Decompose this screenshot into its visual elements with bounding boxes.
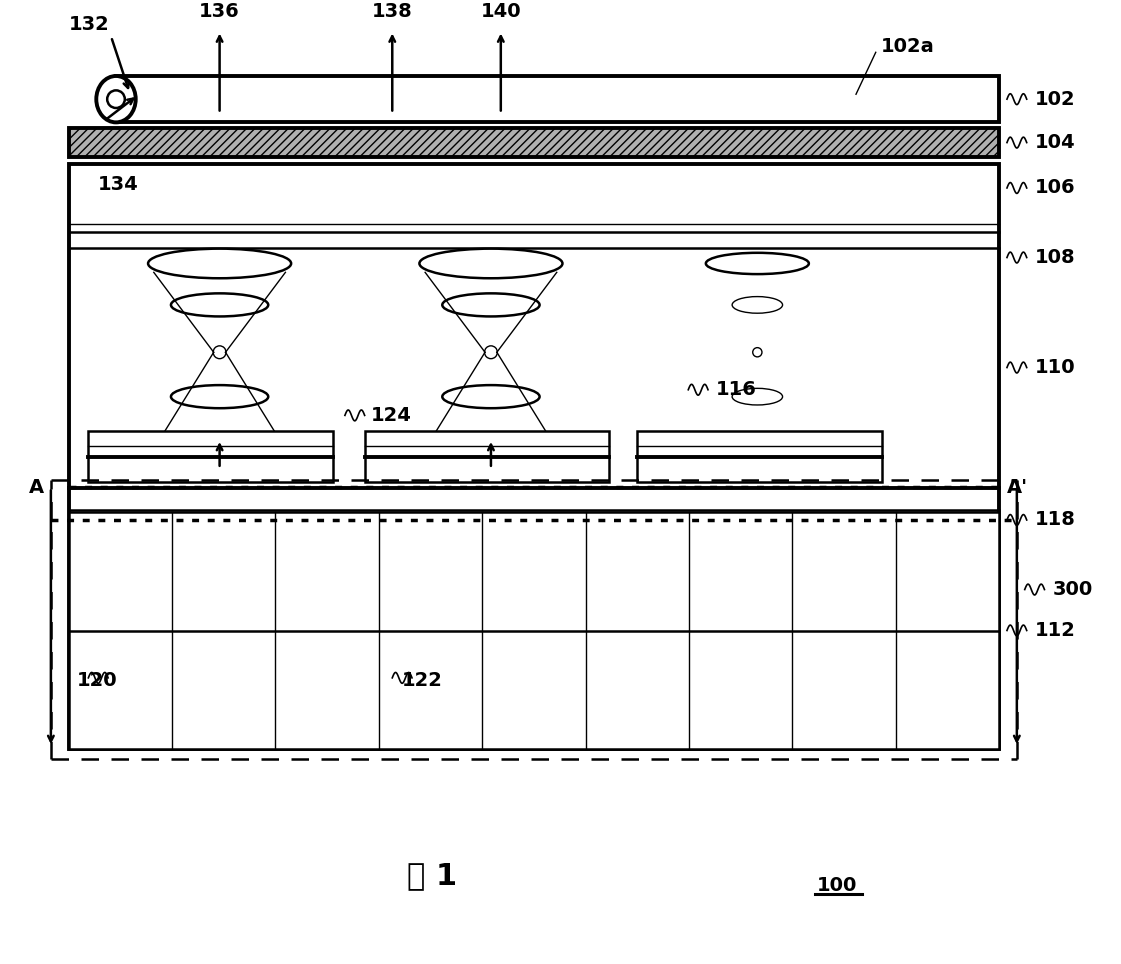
Text: 118: 118: [1035, 511, 1075, 529]
Ellipse shape: [484, 346, 498, 359]
Text: 图 1: 图 1: [407, 861, 456, 890]
Ellipse shape: [213, 346, 226, 359]
Ellipse shape: [419, 249, 563, 279]
Text: 122: 122: [402, 671, 443, 690]
Text: 102: 102: [1035, 90, 1075, 109]
Text: 132: 132: [68, 15, 110, 34]
Text: 100: 100: [816, 875, 856, 895]
Bar: [68, 512, 999, 749]
Ellipse shape: [148, 445, 291, 476]
Text: 136: 136: [200, 2, 240, 21]
Text: A': A': [1007, 478, 1028, 496]
Ellipse shape: [706, 253, 809, 274]
Text: 116: 116: [716, 380, 757, 399]
Bar: [637, 431, 881, 483]
Text: 140: 140: [481, 2, 521, 21]
Bar: [68, 128, 999, 157]
Bar: [115, 76, 999, 122]
Ellipse shape: [172, 385, 268, 408]
Bar: [68, 164, 999, 749]
Text: 112: 112: [1035, 621, 1075, 640]
Ellipse shape: [443, 385, 539, 408]
Ellipse shape: [96, 76, 136, 122]
Text: 106: 106: [1035, 178, 1075, 198]
Ellipse shape: [419, 445, 563, 476]
Ellipse shape: [732, 297, 782, 313]
Bar: [89, 431, 333, 483]
Text: 138: 138: [372, 2, 413, 21]
Text: 120: 120: [76, 671, 118, 690]
Text: 134: 134: [99, 175, 139, 194]
Text: 102a: 102a: [881, 37, 935, 56]
Ellipse shape: [732, 388, 782, 405]
Text: 108: 108: [1035, 248, 1075, 267]
Ellipse shape: [706, 449, 809, 472]
Bar: [364, 431, 610, 483]
Text: 124: 124: [371, 406, 411, 425]
Text: A: A: [29, 478, 44, 496]
Ellipse shape: [148, 249, 291, 279]
Text: 110: 110: [1035, 358, 1075, 377]
Text: 104: 104: [1035, 133, 1075, 152]
Ellipse shape: [443, 293, 539, 316]
Ellipse shape: [172, 293, 268, 316]
Text: 300: 300: [1053, 580, 1093, 599]
Ellipse shape: [108, 91, 124, 108]
Ellipse shape: [752, 348, 762, 357]
